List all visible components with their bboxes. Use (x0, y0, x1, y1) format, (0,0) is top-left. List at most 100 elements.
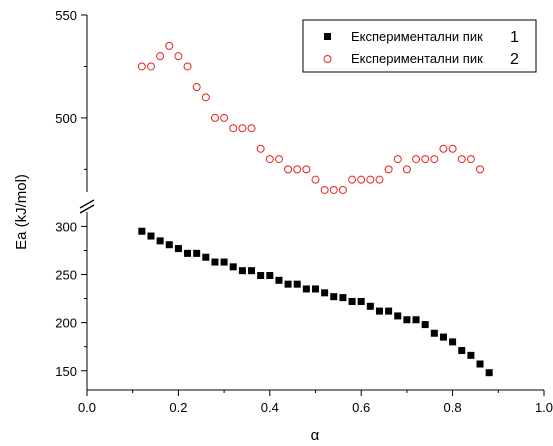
data-point-series-1 (321, 289, 329, 297)
legend-number-series-1: 1 (510, 29, 519, 46)
x-axis-title: α (311, 427, 320, 444)
data-point-series-1 (312, 285, 319, 293)
data-point-series-1 (366, 302, 374, 310)
data-point-series-2 (229, 124, 238, 133)
data-point-series-2 (476, 165, 485, 174)
data-point-series-2 (329, 185, 338, 194)
data-point-series-2 (274, 155, 283, 164)
data-point-series-2 (357, 175, 366, 184)
y-tick-label: 300 (55, 219, 77, 234)
data-point-series-2 (311, 175, 320, 184)
axis-break-mark (79, 199, 95, 209)
y-axis-title: Ea (kJ/mol) (13, 174, 30, 250)
axes: 0.0 0.2 0.4 0.6 0.8 1.0 150 200 250 300 500 550 (55, 8, 553, 415)
legend-label-series-2: Експериментални пик (351, 51, 483, 66)
data-point-series-1 (403, 316, 411, 324)
y-tick-label: 550 (55, 8, 77, 23)
data-point-series-1 (229, 263, 237, 271)
data-point-series-1 (485, 369, 493, 377)
data-point-series-1 (330, 293, 338, 301)
x-tick-label: 0.0 (78, 400, 96, 415)
data-point-series-2 (375, 175, 384, 184)
x-tick-label: 1.0 (535, 400, 553, 415)
data-point-series-2 (457, 155, 466, 164)
x-tick-label: 0.6 (352, 400, 370, 415)
data-point-series-1 (156, 237, 164, 245)
legend-box (302, 19, 537, 73)
data-point-series-2 (412, 155, 421, 164)
data-point-series-2 (320, 185, 329, 194)
data-point-series-1 (449, 338, 457, 346)
x-tick-label: 0.4 (261, 400, 279, 415)
data-point-series-2 (466, 155, 475, 164)
data-point-series-1 (357, 297, 365, 305)
data-point-series-1 (202, 253, 210, 261)
data-point-series-2 (174, 52, 183, 61)
legend-number-series-2: 2 (510, 51, 519, 68)
data-point-series-2 (165, 41, 174, 50)
legend: Експериментални пик 1 Експериментални пи… (302, 19, 537, 73)
data-point-series-2 (210, 113, 219, 122)
data-point-series-1 (302, 285, 310, 293)
data-point-series-2 (402, 165, 411, 174)
legend-marker-series-2 (323, 55, 332, 63)
legend-label-series-1: Експериментални пик (351, 29, 483, 44)
data-point-series-2 (430, 155, 439, 164)
data-point-series-2 (393, 155, 402, 164)
data-point-series-1 (266, 272, 274, 280)
data-point-series-2 (183, 62, 192, 71)
data-point-series-2 (238, 124, 247, 133)
data-point-series-1 (238, 267, 246, 275)
data-point-series-1 (174, 245, 182, 253)
y-tick-label: 250 (55, 268, 77, 283)
data-point-series-1 (412, 316, 420, 324)
data-point-series-1 (421, 321, 429, 329)
data-point-series-2 (439, 144, 448, 153)
data-point-series-1 (458, 347, 466, 355)
data-point-series-1 (476, 360, 484, 368)
data-point-series-1 (147, 232, 155, 240)
data-point-series-2 (265, 155, 274, 164)
data-point-series-1 (184, 249, 192, 257)
legend-marker-series-1 (324, 33, 331, 40)
data-point-series-1 (257, 272, 265, 280)
x-tick-label: 0.8 (444, 400, 462, 415)
data-point-series-2 (201, 93, 210, 102)
x-tick-label: 0.2 (169, 400, 187, 415)
data-point-series-2 (348, 175, 357, 184)
data-point-series-2 (338, 185, 347, 194)
data-point-series-2 (284, 165, 293, 174)
data-point-series-1 (211, 258, 219, 266)
data-point-series-2 (220, 113, 229, 122)
data-point-series-1 (293, 280, 301, 288)
data-point-series-1 (138, 227, 146, 235)
data-point-series-1 (193, 249, 201, 257)
data-point-series-1 (467, 351, 475, 359)
data-point-series-2 (366, 175, 375, 184)
data-point-series-1 (385, 307, 393, 315)
data-point-series-1 (339, 294, 347, 302)
data-point-series-2 (247, 124, 256, 133)
data-point-series-1 (348, 297, 356, 305)
data-point-series-2 (156, 52, 165, 61)
data-point-series-2 (146, 62, 155, 71)
data-point-series-2 (256, 144, 265, 153)
data-point-series-1 (165, 241, 173, 249)
y-tick-label: 150 (55, 364, 77, 379)
data-point-series-1 (430, 329, 438, 337)
data-marks (137, 41, 493, 377)
data-point-series-2 (384, 165, 393, 174)
data-point-series-2 (421, 155, 430, 164)
data-point-series-1 (375, 307, 383, 315)
data-point-series-1 (275, 276, 283, 284)
data-point-series-2 (302, 165, 311, 174)
data-point-series-2 (192, 83, 201, 92)
data-point-series-2 (448, 144, 457, 153)
axis-break-mark (79, 204, 95, 214)
data-point-series-1 (284, 280, 292, 288)
y-tick-label: 500 (55, 111, 77, 126)
data-point-series-1 (248, 267, 256, 275)
y-tick-label: 200 (55, 316, 77, 331)
data-point-series-2 (137, 62, 146, 71)
